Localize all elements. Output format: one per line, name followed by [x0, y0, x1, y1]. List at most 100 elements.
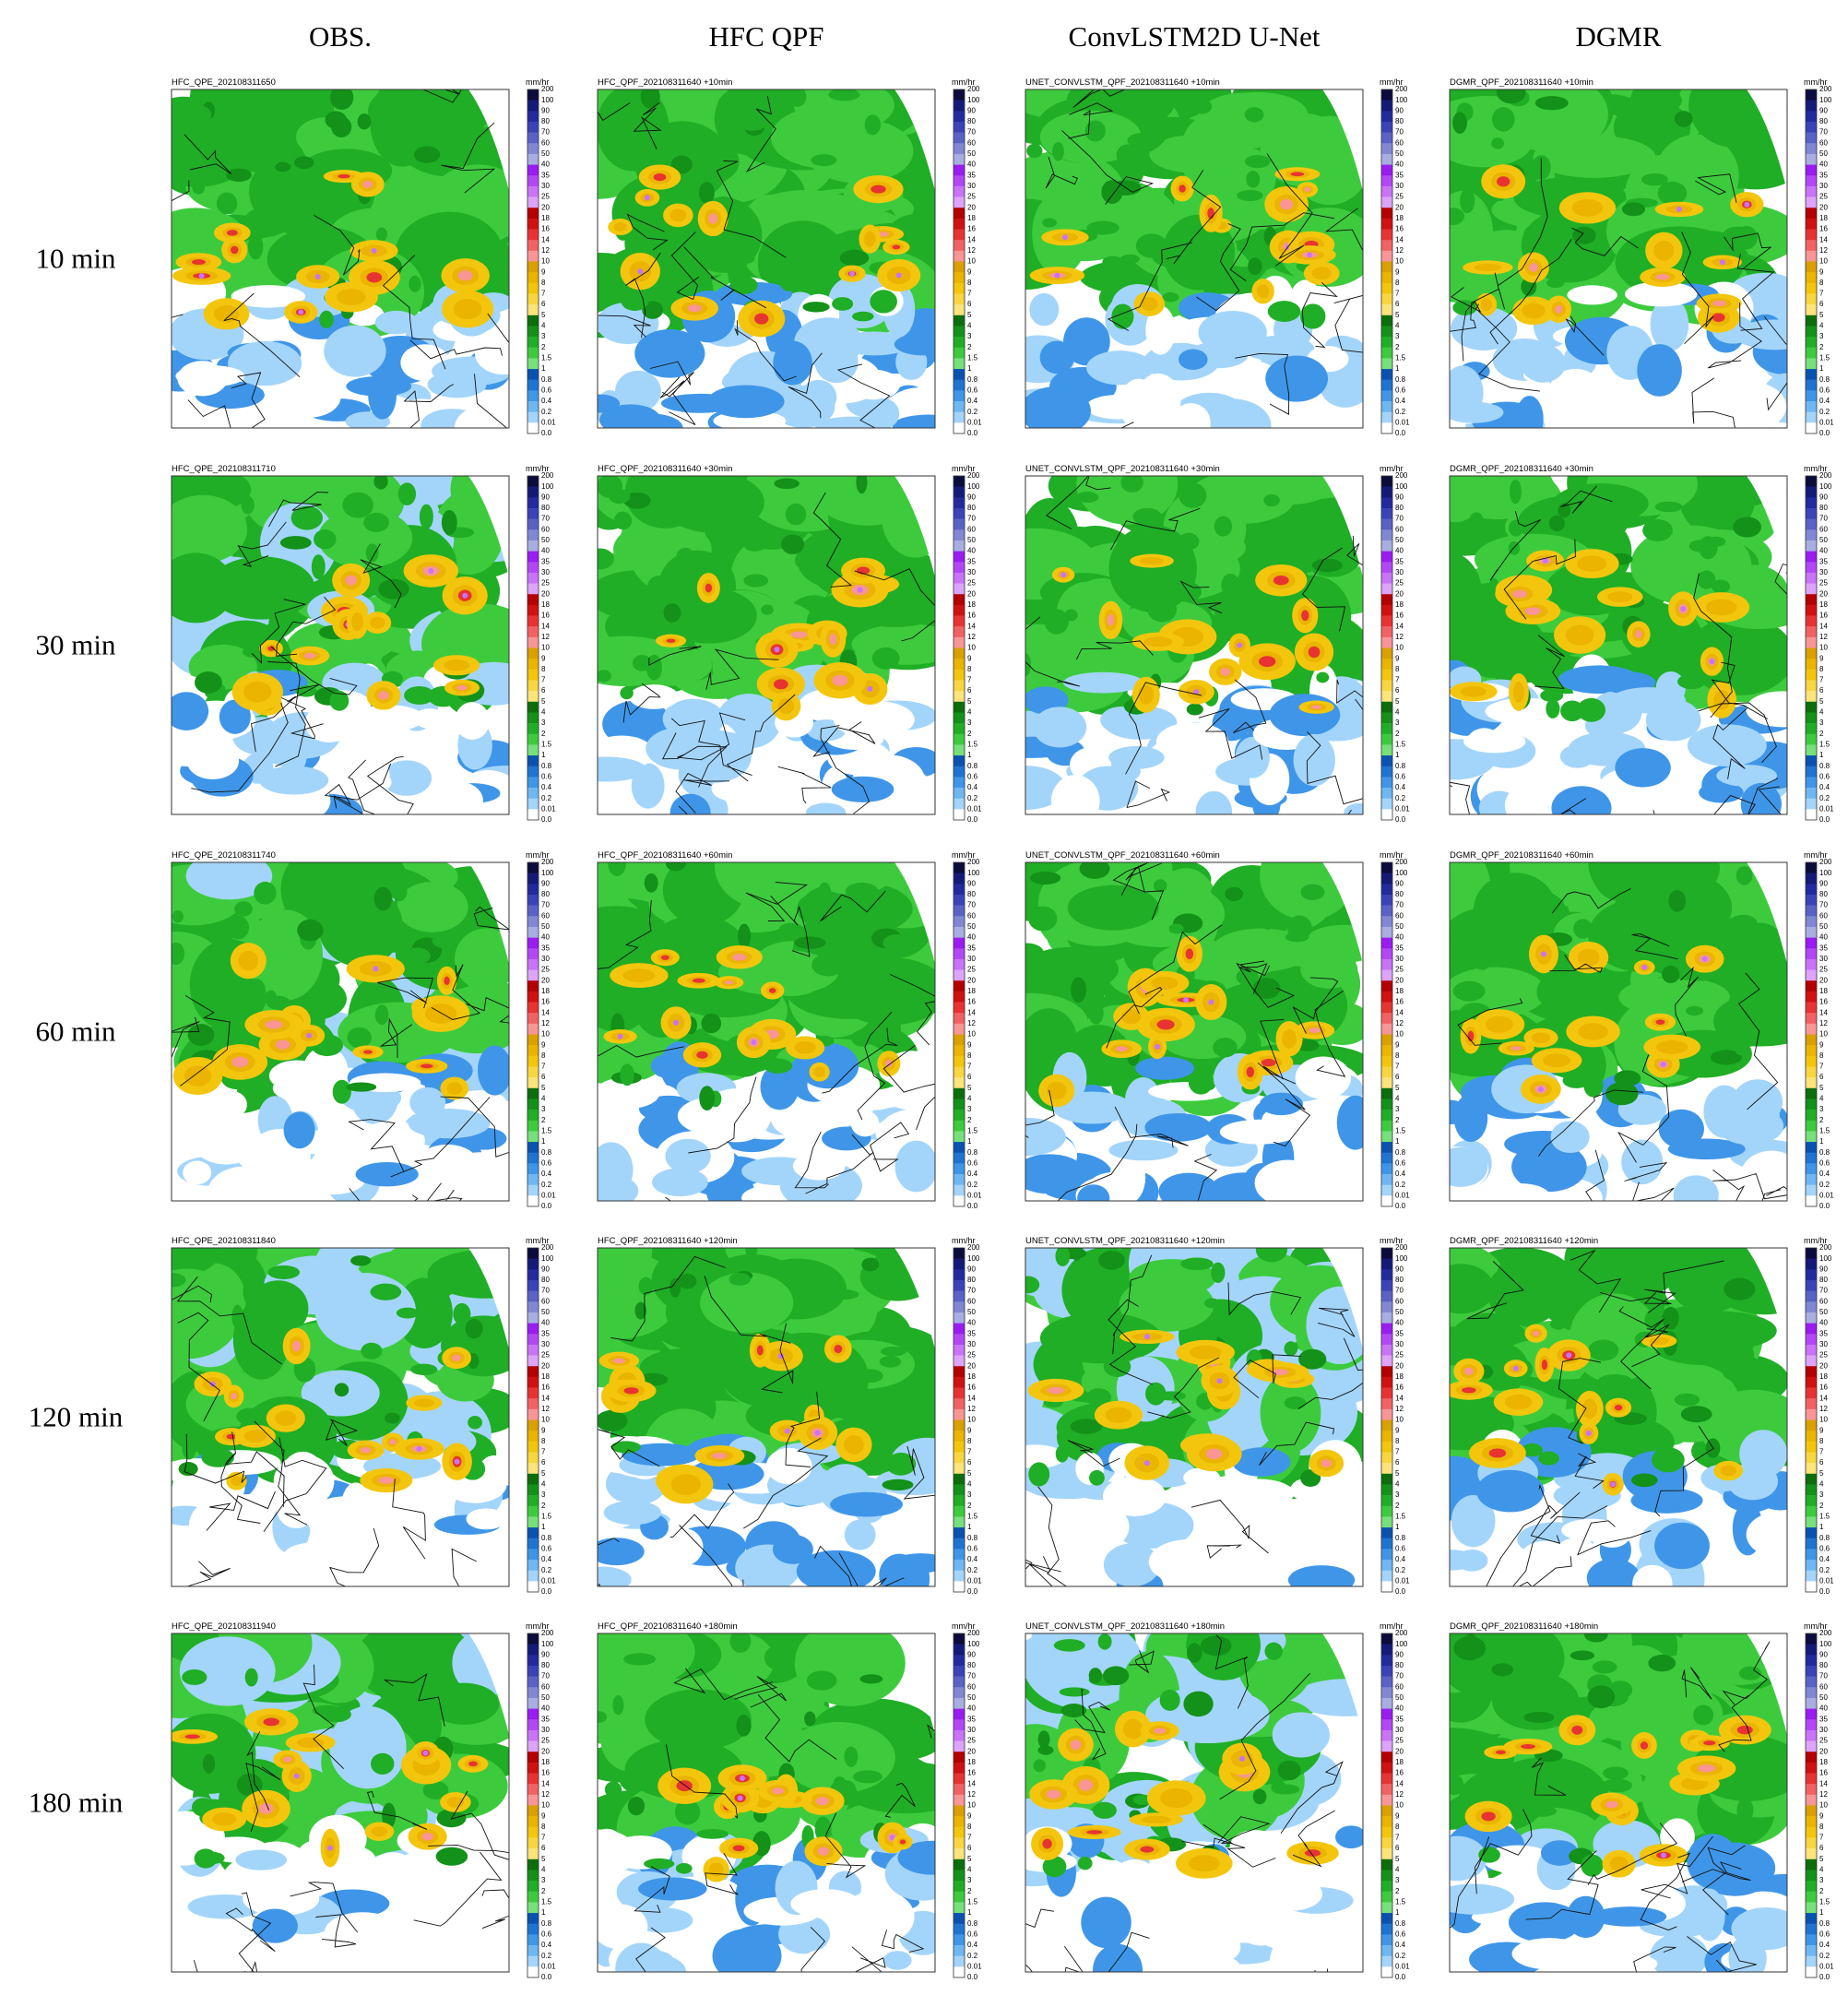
rain-area: [1278, 1502, 1307, 1533]
rain-cell: [247, 233, 264, 260]
colorbar-swatch: [954, 1665, 965, 1677]
rain-cell: [1509, 479, 1522, 505]
colorbar-label: 1.5: [1395, 741, 1406, 749]
colorbar-label: 9: [541, 1426, 546, 1434]
colorbar-label: 0.8: [1819, 762, 1830, 770]
rain-cell: [694, 616, 710, 640]
colorbar-swatch: [954, 1859, 965, 1870]
colorbar-label: 40: [967, 1319, 976, 1327]
colorbar-label: 0.2: [541, 1566, 552, 1574]
colorbar-label: 7: [1395, 1063, 1400, 1071]
rain-cell: [419, 504, 433, 529]
colorbar-swatch: [954, 1655, 965, 1667]
colorbar-label: 0.0: [967, 1202, 978, 1210]
colorbar-label: 90: [1395, 1650, 1404, 1658]
colorbar-label: 0.8: [1395, 1148, 1406, 1157]
rain-area: [429, 1682, 500, 1725]
colorbar-swatch: [1806, 293, 1817, 305]
colorbar-swatch: [527, 733, 539, 745]
rain-cell: [1485, 1015, 1513, 1033]
rain-area: [1610, 687, 1686, 714]
colorbar-label: 1: [967, 751, 972, 759]
rain-core: [832, 674, 848, 686]
colorbar-swatch: [1381, 497, 1392, 509]
panel-title: DGMR_QPF_202108311640 +30min: [1450, 464, 1593, 474]
rain-core: [892, 244, 901, 250]
rain-area: [883, 1108, 935, 1140]
colorbar-label: 60: [1819, 138, 1828, 147]
colorbar-label: 0.4: [967, 397, 978, 405]
colorbar-swatch: [1381, 1859, 1392, 1870]
colorbar-label: 25: [541, 966, 550, 974]
colorbar-swatch: [1381, 250, 1392, 262]
colorbar-swatch: [1806, 594, 1817, 606]
colorbar-swatch: [1806, 1034, 1817, 1046]
colorbar-swatch: [954, 185, 965, 197]
rain-cell: [864, 114, 882, 136]
colorbar-label: 40: [1395, 933, 1404, 942]
colorbar-swatch: [527, 626, 539, 638]
colorbar-label: 8: [967, 665, 972, 673]
rain-area: [1216, 360, 1279, 395]
rain-core: [198, 273, 205, 279]
rain-cell: [811, 953, 845, 977]
rain-cell: [238, 950, 258, 971]
colorbar-frame: [1805, 89, 1818, 434]
colorbar-label: 80: [967, 504, 976, 512]
colorbar-swatch: [1381, 1419, 1392, 1431]
colorbar-swatch: [527, 1099, 539, 1110]
rain-area: [1290, 1477, 1331, 1502]
colorbar-label: 0.2: [967, 794, 978, 802]
rain-core: [226, 230, 238, 236]
colorbar-label: 9: [1395, 1811, 1400, 1820]
colorbar-label: 25: [1819, 579, 1828, 588]
colorbar-swatch: [954, 250, 965, 262]
colorbar-label: 7: [541, 1448, 546, 1456]
rain-area: [1025, 1633, 1143, 1709]
colorbar-label: 5: [1819, 311, 1824, 319]
rain-cell: [382, 1802, 397, 1829]
rain-cell: [275, 1410, 297, 1426]
rain-cell: [1522, 224, 1546, 246]
colorbar-label: 30: [541, 182, 550, 190]
colorbar-label: 90: [967, 106, 976, 114]
rain-cell: [1141, 297, 1158, 311]
colorbar-swatch: [1381, 1174, 1392, 1185]
colorbar-swatch: [527, 1355, 539, 1367]
rain-cell: [449, 235, 473, 260]
rain-area: [1108, 745, 1165, 769]
rain-cell: [201, 1447, 234, 1467]
rain-cell: [701, 1013, 722, 1034]
rain-area: [1549, 368, 1603, 413]
colorbar-swatch: [954, 1581, 965, 1593]
colorbar-label: 90: [1819, 106, 1828, 114]
rain-cell: [1027, 506, 1041, 528]
rain-cell: [1577, 697, 1606, 722]
rain-cell: [1531, 1032, 1551, 1043]
rain-core: [1555, 304, 1563, 314]
colorbar-label: 50: [967, 149, 976, 158]
colorbar-swatch: [1806, 604, 1817, 616]
row-label: 30 min: [36, 629, 116, 661]
colorbar-label: 30: [1395, 1340, 1404, 1348]
colorbar-label: 2: [541, 730, 546, 738]
rain-area: [598, 1566, 632, 1586]
rain-cell: [761, 604, 774, 615]
rain-cell: [883, 933, 911, 952]
colorbar-label: 9: [1819, 267, 1824, 276]
colorbar-swatch: [527, 1794, 539, 1806]
colorbar-swatch: [1381, 229, 1392, 241]
colorbar-label: 9: [967, 1426, 972, 1434]
colorbar-swatch: [954, 1719, 965, 1731]
colorbar-frame: [953, 1633, 965, 1978]
colorbar-swatch: [1381, 411, 1392, 423]
rain-area: [397, 882, 468, 932]
panel: DGMR_QPF_202108311640 +180min mm/hr200100…: [1449, 1621, 1834, 1981]
rain-core: [1541, 951, 1547, 957]
colorbar-label: 0.8: [541, 762, 552, 770]
rain-core: [1488, 1448, 1507, 1458]
colorbar-swatch: [527, 185, 539, 197]
colorbar-swatch: [1381, 1258, 1392, 1270]
colorbar-swatch: [527, 905, 539, 917]
rain-cell: [1483, 1316, 1510, 1335]
